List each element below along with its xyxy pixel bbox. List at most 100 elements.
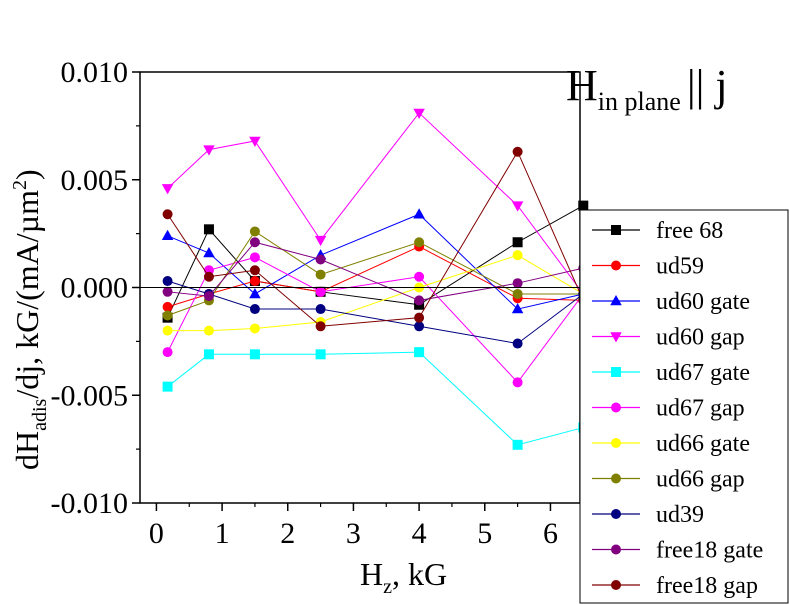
legend-entry: free 68: [592, 218, 723, 244]
legend-label: free18 gate: [656, 538, 763, 564]
series-8: [162, 226, 589, 321]
data-point: [162, 276, 173, 287]
legend-label: ud60 gate: [656, 289, 750, 315]
legend-marker: [611, 367, 621, 377]
legend-label: ud67 gap: [656, 396, 745, 422]
y-tick-label: 0.010: [61, 56, 129, 89]
data-point: [203, 145, 215, 156]
data-point: [315, 321, 326, 332]
y-tick-label: -0.005: [51, 379, 129, 412]
data-point: [249, 323, 260, 334]
legend-label: ud66 gate: [656, 431, 750, 457]
data-point: [315, 286, 326, 297]
data-point: [162, 310, 173, 321]
legend-entry: ud67 gap: [592, 396, 745, 422]
data-point: [512, 237, 523, 248]
data-point: [249, 349, 260, 360]
legend-label: free 68: [656, 218, 723, 244]
data-point: [413, 208, 425, 219]
y-tick-label: -0.010: [51, 487, 129, 520]
data-point: [512, 146, 523, 157]
legend-entry: ud66 gate: [592, 431, 750, 457]
chart-annotation: Hin plane || j: [566, 61, 728, 116]
data-point: [249, 287, 261, 299]
legend-marker: [611, 402, 621, 413]
data-point: [203, 325, 214, 336]
y-tick-label: 0.005: [61, 164, 129, 197]
legend-marker: [611, 509, 621, 519]
legend-entry: ud59: [592, 254, 704, 280]
data-point: [315, 269, 326, 280]
data-point: [414, 295, 425, 306]
data-point: [249, 265, 260, 276]
legend-marker: [611, 225, 621, 235]
data-point: [314, 235, 327, 247]
series-7: [162, 250, 589, 336]
data-point: [511, 201, 524, 212]
data-point: [315, 304, 326, 315]
series-9: [162, 276, 589, 349]
legend-label: ud39: [656, 502, 704, 528]
data-point: [249, 237, 260, 248]
data-point: [512, 250, 523, 261]
data-point: [414, 271, 425, 282]
x-tick-label: 4: [412, 517, 427, 550]
legend: free 68 ud59 ud60 gate ud60 gap ud67 gate ud6…: [579, 209, 789, 604]
data-point: [162, 347, 173, 358]
data-point: [203, 247, 215, 258]
legend-entry: ud60 gap: [592, 325, 745, 351]
data-point: [203, 224, 214, 235]
legend-entry: ud60 gate: [592, 289, 750, 315]
plot-series: [161, 108, 590, 450]
data-point: [414, 312, 425, 323]
series-4: [161, 108, 590, 300]
data-point: [162, 325, 173, 336]
data-point: [315, 349, 326, 360]
data-point: [414, 237, 425, 248]
legend-marker: [610, 332, 622, 343]
data-point: [413, 108, 425, 119]
y-tick-label: 0.000: [61, 272, 129, 305]
data-point: [249, 276, 260, 287]
data-point: [414, 321, 425, 332]
legend-entry: ud67 gate: [592, 360, 750, 386]
legend-marker: [611, 473, 621, 484]
x-tick-label: 0: [149, 517, 164, 550]
legend-marker: [611, 260, 621, 271]
y-axis-label: dHadis/dj, kG/(mA/µm2): [9, 169, 51, 470]
data-point: [414, 347, 425, 358]
data-point: [162, 301, 173, 312]
data-point: [315, 254, 326, 265]
series-5: [162, 347, 589, 450]
data-point: [249, 252, 260, 263]
series-6: [162, 252, 589, 388]
legend-marker: [610, 295, 622, 306]
legend-label: free18 gap: [656, 573, 758, 599]
data-point: [512, 439, 523, 450]
series-1: [162, 200, 589, 323]
tick-labels: 0 1 2 3 4 5 6 0.010 0.005 0.000 -0.005 -0.010: [51, 56, 558, 550]
series-10: [162, 237, 589, 306]
data-point: [512, 338, 523, 349]
legend-entry: ud39: [592, 502, 704, 528]
data-point: [512, 278, 523, 289]
data-point: [511, 303, 524, 314]
legend-label: ud60 gap: [656, 325, 745, 351]
legend-marker: [611, 438, 621, 448]
data-point: [162, 286, 173, 297]
series-3: [161, 208, 590, 314]
data-point: [512, 288, 523, 299]
x-tick-label: 1: [215, 517, 230, 550]
data-point: [161, 184, 174, 195]
x-tick-label: 6: [543, 517, 558, 550]
series-2: [162, 241, 589, 312]
legend-label: ud67 gate: [656, 360, 750, 386]
data-point: [203, 291, 214, 302]
data-point: [161, 229, 174, 241]
legend-label: ud66 gap: [656, 467, 745, 493]
data-point: [162, 209, 173, 220]
data-point: [249, 136, 261, 147]
x-axis-label: Hz, kG: [360, 556, 447, 598]
x-tick-label: 3: [346, 517, 361, 550]
